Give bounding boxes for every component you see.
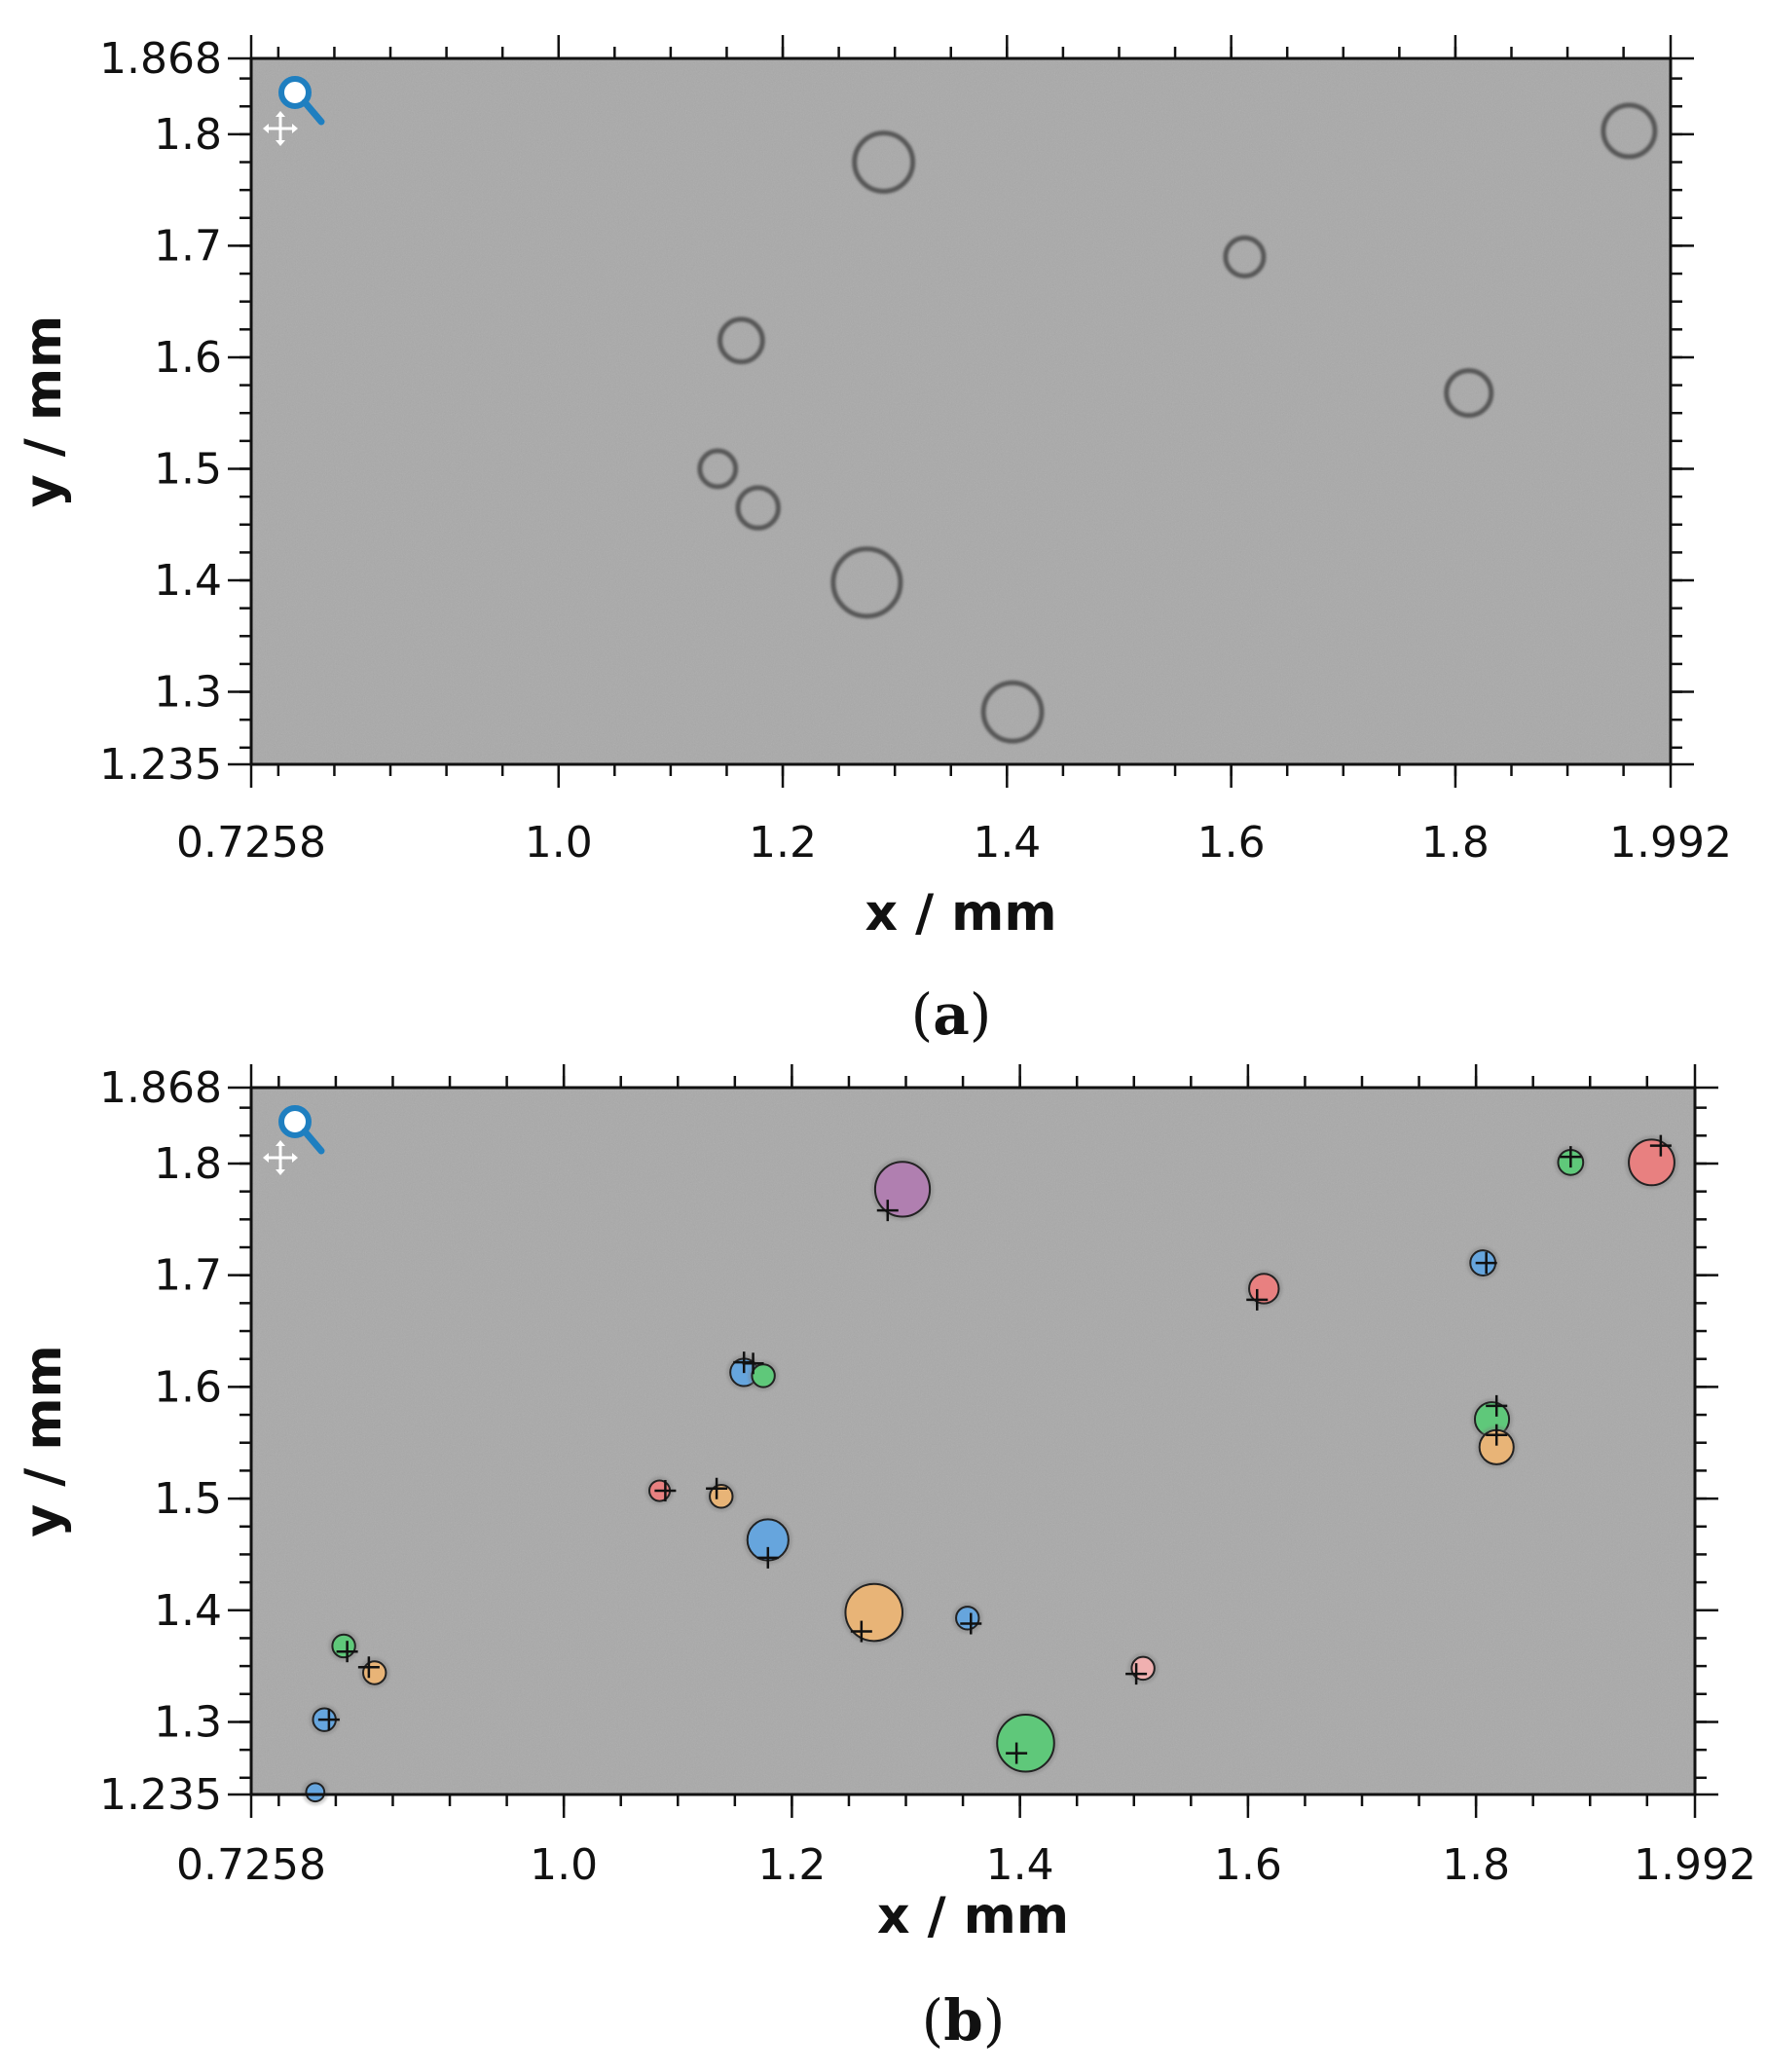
particle-marker [305, 1782, 326, 1803]
particle-ring [830, 546, 903, 619]
y-tick-label: 1.7 [154, 1251, 222, 1301]
y-tick-label: 1.235 [99, 1770, 222, 1820]
y-tick-label: 1.868 [99, 1063, 222, 1113]
x-tick-label: 1.6 [1214, 1840, 1282, 1890]
center-crosshair [756, 1546, 779, 1569]
image-texture [251, 1088, 1695, 1794]
x-tick-label: 1.2 [749, 818, 817, 868]
center-crosshair [654, 1480, 677, 1502]
particle-ring [852, 130, 916, 194]
x-tick-label: 1.6 [1197, 818, 1266, 868]
y-axis-title: y / mm [15, 315, 73, 507]
particle-marker [1628, 1138, 1675, 1187]
x-tick-label: 0.7258 [176, 1840, 326, 1890]
y-tick-label: 1.5 [154, 444, 222, 494]
particle-ring [1223, 235, 1267, 278]
panel-a: 0.7258 1.0 1.2 1.4 1.6 1.8 1.992 1.235 1.3 1.4 1.5… [15, 34, 1732, 1048]
plot-frame [249, 1086, 1697, 1796]
particle-ring [980, 680, 1045, 744]
particle-ring [735, 485, 781, 531]
particle-marker [362, 1660, 387, 1685]
y-tick-label: 1.3 [154, 1697, 222, 1747]
y-tick-label: 1.868 [99, 34, 222, 84]
panel-label: (a) [911, 981, 992, 1048]
y-tick-label: 1.6 [154, 1362, 222, 1412]
center-crosshair [960, 1612, 982, 1635]
y-tick-label: 1.3 [154, 668, 222, 718]
x-axis-title: x / mm [877, 1887, 1069, 1945]
x-tick-label: 1.4 [973, 818, 1041, 868]
particle-marker [996, 1713, 1055, 1773]
x-tick-label: 1.2 [757, 1840, 826, 1890]
center-crosshair [1125, 1663, 1148, 1685]
particle-marker [331, 1633, 356, 1659]
y-tick-label: 1.4 [154, 1586, 222, 1636]
particle-ring [1601, 102, 1658, 160]
x-tick-label: 1.992 [1609, 818, 1732, 868]
x-tick-label: 1.8 [1442, 1840, 1510, 1890]
center-crosshair [1475, 1252, 1497, 1275]
center-crosshair [876, 1200, 899, 1222]
particle-marker [751, 1363, 776, 1388]
y-tick-label: 1.5 [154, 1474, 222, 1524]
y-axis-title: y / mm [15, 1345, 73, 1536]
y-tick-label: 1.6 [154, 333, 222, 383]
particle-marker [955, 1606, 980, 1631]
magnifier-icon[interactable] [278, 1105, 325, 1155]
center-crosshair [1486, 1424, 1508, 1446]
center-crosshair [1246, 1288, 1269, 1311]
center-crosshair [336, 1641, 358, 1663]
plot-frame [249, 56, 1673, 766]
particle-marker [873, 1161, 932, 1218]
x-tick-label: 1.0 [530, 1840, 598, 1890]
y-tick-label: 1.235 [99, 740, 222, 790]
x-tick-label: 0.7258 [176, 818, 326, 868]
center-crosshair [1560, 1146, 1582, 1168]
center-crosshair [357, 1656, 380, 1679]
magnifier-icon[interactable] [278, 76, 325, 126]
particle-ring [697, 448, 739, 490]
x-tick-label: 1.4 [986, 1840, 1054, 1890]
center-crosshair [1006, 1742, 1028, 1764]
particle-ring [1444, 368, 1494, 419]
center-crosshair [850, 1620, 872, 1643]
center-crosshair [706, 1477, 728, 1499]
particle-marker [844, 1582, 904, 1643]
x-tick-label: 1.992 [1634, 1840, 1756, 1890]
pan-icon[interactable] [263, 111, 298, 146]
y-tick-label: 1.7 [154, 221, 222, 271]
center-crosshair [1649, 1134, 1672, 1157]
center-crosshair [1486, 1394, 1508, 1417]
y-tick-label: 1.4 [154, 556, 222, 606]
image-texture [251, 58, 1671, 764]
center-crosshair [317, 1709, 340, 1731]
y-tick-label: 1.8 [154, 110, 222, 160]
particle-ring [718, 316, 765, 365]
center-crosshair [742, 1352, 764, 1375]
x-tick-label: 1.0 [525, 818, 593, 868]
panel-b: 0.7258 1.0 1.2 1.4 1.6 1.8 1.992 1.235 1.3 1.4 1.5… [15, 1063, 1756, 2054]
y-tick-label: 1.8 [154, 1139, 222, 1189]
pan-icon[interactable] [263, 1140, 298, 1175]
x-axis-title: x / mm [865, 884, 1056, 943]
x-tick-label: 1.8 [1421, 818, 1490, 868]
panel-label: (b) [922, 1987, 1006, 2054]
